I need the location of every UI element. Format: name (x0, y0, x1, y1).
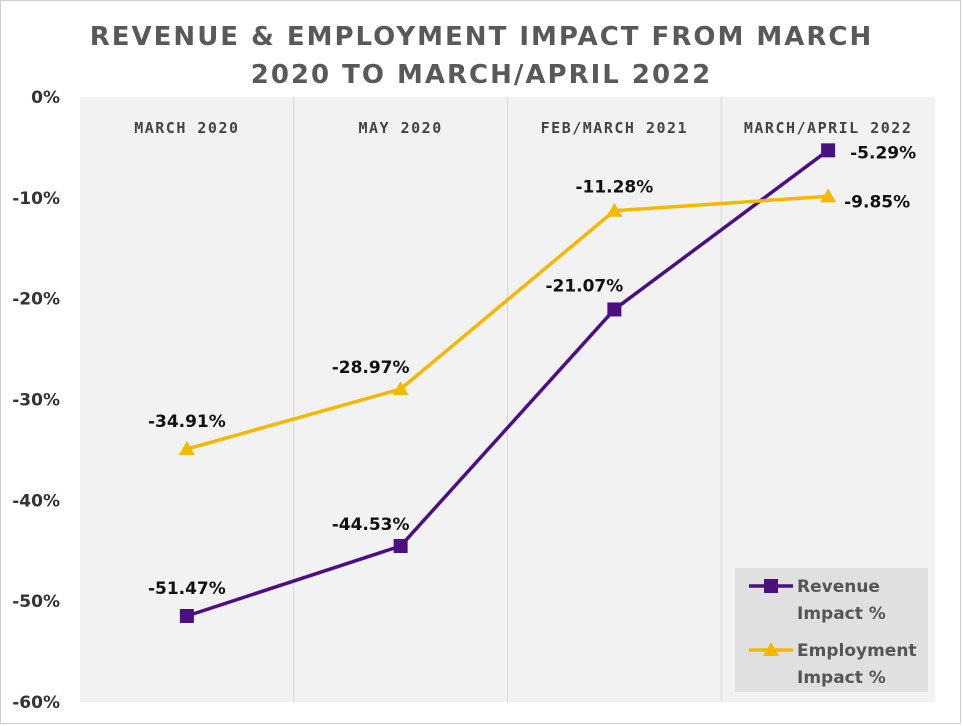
chart-title: REVENUE & EMPLOYMENT IMPACT FROM MARCH 2… (0, 18, 963, 94)
legend-square-marker (764, 579, 778, 593)
y-tick-label: -20% (12, 290, 60, 310)
y-tick-label: -10% (12, 189, 60, 209)
revenue-point-marker (821, 143, 836, 158)
y-tick-label: -30% (12, 391, 60, 411)
legend-series-name: Impact % (797, 604, 886, 624)
chart-title-line-2: 2020 TO MARCH/APRIL 2022 (250, 60, 713, 90)
revenue-data-label: -51.47% (148, 579, 226, 599)
x-category-label: FEB/MARCH 2021 (541, 119, 688, 137)
y-tick-label: -40% (12, 491, 60, 511)
series-line-1 (186, 194, 829, 451)
revenue-data-label: -21.07% (545, 276, 623, 296)
x-category-label: MAY 2020 (359, 119, 443, 137)
revenue-point-marker (179, 608, 194, 623)
y-tick-label: -50% (12, 592, 60, 612)
employment-data-label: -11.28% (575, 178, 653, 198)
series-line-0 (186, 148, 830, 618)
employment-point-marker (178, 441, 195, 456)
revenue-point-marker (393, 539, 408, 554)
revenue-data-label: -5.29% (850, 143, 916, 163)
chart-title-line-1: REVENUE & EMPLOYMENT IMPACT FROM MARCH (89, 22, 874, 52)
employment-data-label: -28.97% (332, 358, 410, 378)
y-tick-label: -60% (12, 693, 60, 713)
employment-point-marker (820, 188, 837, 203)
employment-point-marker (606, 202, 623, 217)
x-category-label: MARCH/APRIL 2022 (744, 119, 913, 137)
legend-triangle-marker (763, 642, 779, 656)
legend-series-name: Employment (797, 641, 917, 661)
employment-data-label: -9.85% (844, 192, 910, 212)
employment-data-label: -34.91% (148, 412, 226, 432)
y-tick-label: 0% (31, 88, 60, 108)
employment-point-marker (392, 381, 409, 396)
revenue-data-label: -44.53% (332, 515, 410, 535)
legend-series-name: Impact % (797, 668, 886, 688)
x-category-label: MARCH 2020 (134, 119, 239, 137)
revenue-point-marker (607, 302, 622, 317)
legend-series-name: Revenue (797, 577, 880, 597)
